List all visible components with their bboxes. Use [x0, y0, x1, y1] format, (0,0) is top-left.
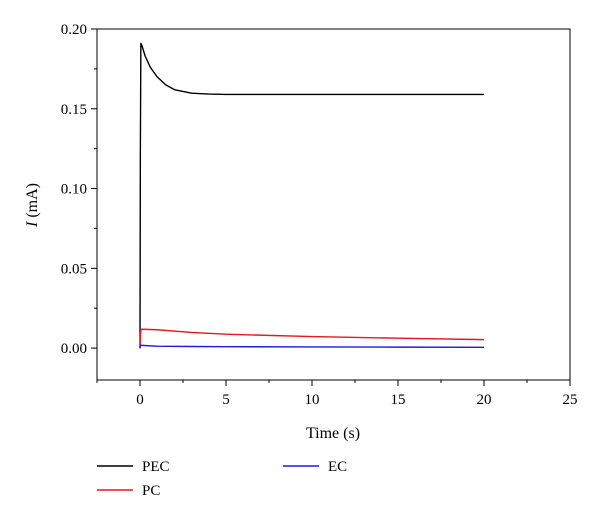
series-line-ec — [139, 344, 485, 349]
y-tick-label: 0.05 — [61, 261, 87, 277]
x-tick-label: 15 — [391, 392, 406, 408]
y-tick-label: 0.10 — [61, 182, 87, 198]
legend-label-ec: EC — [328, 459, 347, 475]
y-tick-labels: 0.00 0.05 0.10 0.15 0.20 — [61, 22, 87, 357]
x-tick-labels: 0 5 10 15 20 25 — [136, 392, 577, 408]
x-tick-label: 5 — [222, 392, 230, 408]
legend-label-pec: PEC — [142, 459, 170, 475]
legend: PEC PC EC — [97, 459, 347, 499]
legend-label-pc: PC — [142, 483, 160, 499]
series-line-pc — [139, 328, 485, 349]
x-tick-label: 10 — [305, 392, 320, 408]
y-tick-label: 0.20 — [61, 22, 87, 38]
x-tick-label: 20 — [477, 392, 492, 408]
y-axis-title-unit: (mA) — [24, 183, 41, 222]
y-tick-label: 0.15 — [61, 102, 87, 118]
x-tick-label: 0 — [136, 392, 144, 408]
series-line-pec — [139, 42, 484, 349]
x-axis-title: Time (s) — [306, 425, 360, 442]
y-tick-label: 0.00 — [61, 341, 87, 357]
x-tick-label: 25 — [563, 392, 578, 408]
plot-frame — [96, 28, 571, 381]
y-axis-title-symbol: I — [24, 221, 41, 228]
series-lines — [139, 42, 485, 349]
y-axis-title: I (mA) — [24, 183, 41, 228]
